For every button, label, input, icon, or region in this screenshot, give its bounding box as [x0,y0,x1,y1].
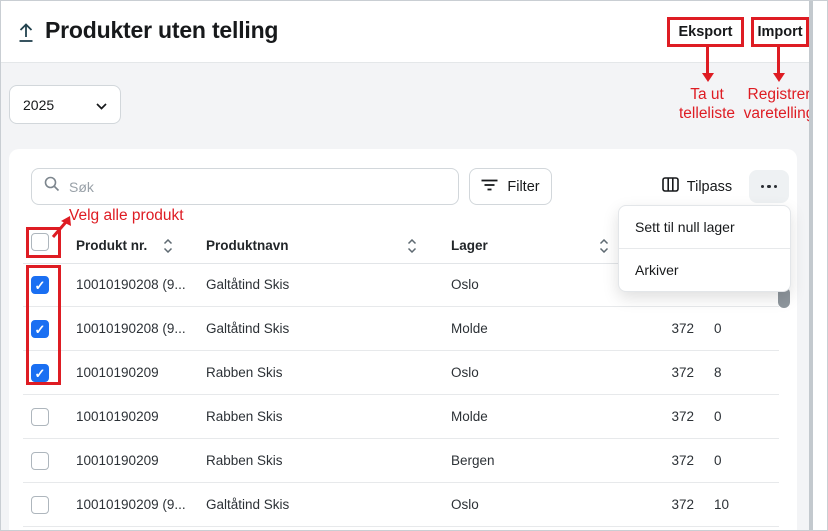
import-annotation-arrow [777,47,780,73]
app-area: Produkter uten telling Eksport Import Ta… [1,1,811,530]
row-checkbox[interactable] [31,276,49,294]
select-all-annotation-note: Velg alle produkt [69,207,184,224]
filter-label: Filter [507,178,540,195]
ellipsis-icon [760,184,765,189]
scrollbar-thumb[interactable] [778,287,790,308]
import-note-line1: Registrer [747,86,811,103]
filter-button[interactable]: Filter [469,168,552,205]
import-annotation-note: Registrer varetelling [723,85,811,123]
column-header-product-nr[interactable]: Produkt nr. [76,238,148,253]
export-note-line2: telleliste [679,105,735,122]
menu-divider [619,248,790,249]
select-all-annotation-box [26,227,61,258]
more-actions-button[interactable] [749,170,789,203]
cell-product-name: Galtåtind Skis [206,497,290,512]
customize-button[interactable]: Tilpass [653,170,741,203]
cell-product-nr: 10010190209 [76,453,159,468]
import-annotation-arrowhead [773,73,785,82]
menu-item-archive[interactable]: Arkiver [635,262,679,278]
export-annotation-note: Ta ut telleliste [657,85,757,123]
row-divider [23,482,779,483]
cell-qty2: 8 [714,365,722,380]
cell-qty1: 372 [671,497,694,512]
cell-qty2: 0 [714,409,722,424]
cell-product-nr: 10010190209 (9... [76,497,186,512]
cell-lager: Oslo [451,365,479,380]
page-title: Produkter uten telling [45,17,279,43]
table-row[interactable]: 10010190209 Rabben Skis Oslo 372 8 [9,351,789,395]
cell-qty2: 10 [714,497,730,512]
cell-product-nr: 10010190208 (9... [76,321,186,336]
row-checkbox[interactable] [31,364,49,382]
search-input[interactable] [69,178,446,195]
cell-qty2: 0 [714,321,722,336]
header-divider [23,263,789,264]
row-checkbox[interactable] [31,452,49,470]
table-row[interactable]: 10010190209 (9... Galtåtind Skis Oslo 37… [9,483,789,527]
column-header-product-name[interactable]: Produktnavn [206,238,289,253]
search-icon [44,176,60,197]
chevron-down-icon [96,97,107,113]
import-button[interactable]: Import [751,17,809,47]
cell-lager: Bergen [451,453,495,468]
column-header-lager[interactable]: Lager [451,238,488,253]
row-divider [23,438,779,439]
filter-icon [481,179,498,195]
cell-product-nr: 10010190209 [76,409,159,424]
export-note-line1: Ta ut [690,86,724,103]
sort-icon[interactable] [599,238,609,258]
year-select[interactable]: 2025 [9,85,121,124]
table-row[interactable]: 10010190208 (9... Galtåtind Skis Molde 3… [9,307,789,351]
row-divider [23,306,779,307]
export-button[interactable]: Eksport [667,17,744,47]
import-note-line2: varetelling [743,105,811,122]
columns-icon [661,177,679,196]
upload-icon [15,21,37,50]
selected-rows-annotation-box [26,265,61,385]
search-box [31,168,459,205]
cell-lager: Oslo [451,497,479,512]
cell-product-name: Rabben Skis [206,453,283,468]
select-all-annotation-arrow [51,216,71,238]
cell-product-name: Rabben Skis [206,409,283,424]
cell-product-name: Galtåtind Skis [206,321,290,336]
cell-lager: Oslo [451,277,479,292]
cell-qty1: 372 [671,321,694,336]
menu-item-set-zero-stock[interactable]: Sett til null lager [635,219,735,235]
topbar: Produkter uten telling Eksport Import [1,1,811,63]
sort-icon[interactable] [407,238,417,258]
right-scrollbar[interactable] [809,1,813,530]
row-divider [23,350,779,351]
select-all-checkbox[interactable] [31,233,49,251]
cell-qty1: 372 [671,453,694,468]
cell-product-name: Rabben Skis [206,365,283,380]
ellipsis-icon [773,184,778,189]
more-actions-menu: Sett til null lager Arkiver [618,205,791,292]
sort-icon[interactable] [163,238,173,258]
row-checkbox[interactable] [31,320,49,338]
cell-lager: Molde [451,321,488,336]
table-row[interactable]: 10010190209 Rabben Skis Bergen 372 0 [9,439,789,483]
export-annotation-arrowhead [702,73,714,82]
export-annotation-arrow [706,47,709,73]
row-divider [23,526,779,527]
table-row[interactable]: 10010190209 Rabben Skis Molde 372 0 [9,395,789,439]
cell-product-nr: 10010190209 [76,365,159,380]
cell-qty1: 372 [671,409,694,424]
year-select-value: 2025 [23,96,55,113]
customize-label: Tilpass [686,178,733,195]
row-checkbox[interactable] [31,496,49,514]
cell-product-nr: 10010190208 (9... [76,277,186,292]
row-checkbox[interactable] [31,408,49,426]
row-divider [23,394,779,395]
table-row[interactable]: 10010190208 (9... Galtåtind Skis Oslo [9,263,789,307]
cell-lager: Molde [451,409,488,424]
cell-qty2: 0 [714,453,722,468]
cell-product-name: Galtåtind Skis [206,277,290,292]
cell-qty1: 372 [671,365,694,380]
ellipsis-icon [767,184,771,189]
